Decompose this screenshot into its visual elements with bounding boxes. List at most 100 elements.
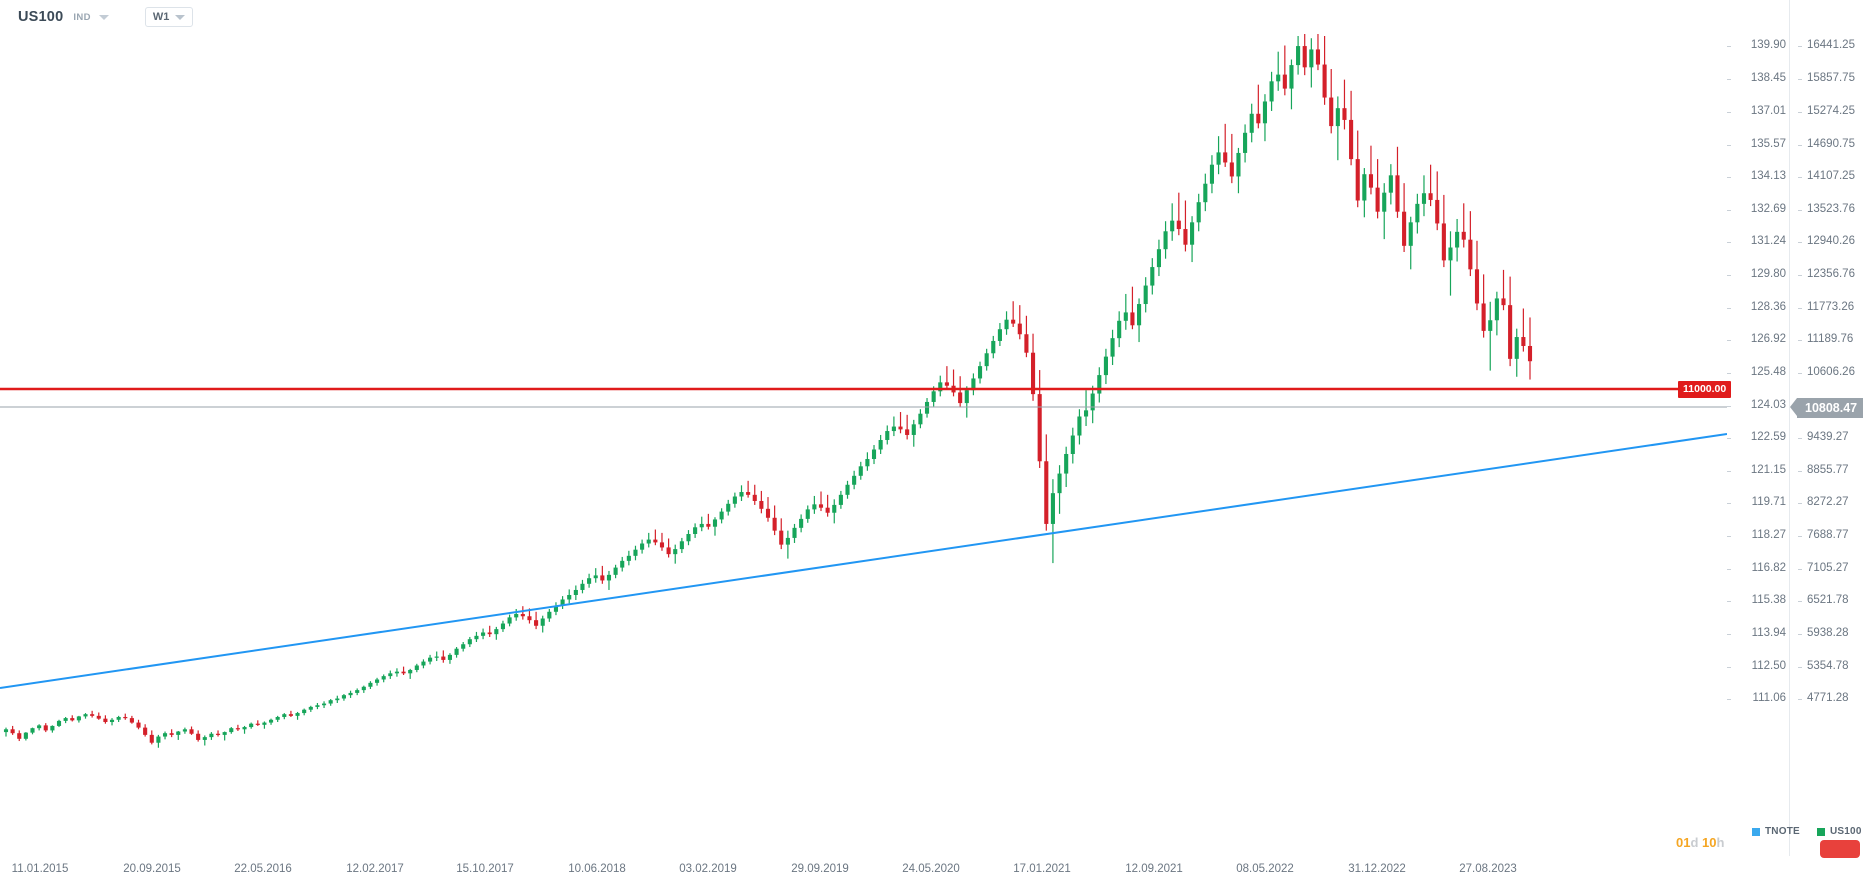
axis-tick-label: 5938.28 <box>1807 627 1849 639</box>
axis-tick-mark <box>1727 406 1731 407</box>
axis-tick-mark <box>1727 210 1731 211</box>
alert-level-tag[interactable]: 11000.00 <box>1678 381 1732 398</box>
candle-series <box>3 34 1533 748</box>
horizontal-line-layer[interactable] <box>0 387 1727 408</box>
axis-tick-mark <box>1727 601 1731 602</box>
axis-tick-mark <box>1798 340 1802 341</box>
axis-tick-label: 121.15 <box>1750 464 1786 476</box>
legend-divider <box>1789 820 1790 856</box>
timeframe-label: W1 <box>152 11 170 23</box>
sell-button[interactable] <box>1820 840 1860 858</box>
legend-item-us100[interactable]: US100 <box>1817 826 1862 837</box>
axis-tick-label: 8272.27 <box>1807 496 1849 508</box>
time-axis-tick-label: 08.05.2022 <box>1236 863 1294 875</box>
square-swatch-icon <box>1752 827 1760 836</box>
time-axis-tick-label: 24.05.2020 <box>902 863 960 875</box>
axis-tick-mark <box>1727 145 1731 146</box>
axis-tick-mark <box>1727 699 1731 700</box>
axis-tick-mark <box>1727 308 1731 309</box>
time-axis-tick-label: 12.09.2021 <box>1125 863 1183 875</box>
axis-tick-mark <box>1727 112 1731 113</box>
axis-tick-mark <box>1727 667 1731 668</box>
axis-tick-label: 7105.27 <box>1807 562 1849 574</box>
price-axis-us100[interactable]: 16441.25 15857.75 15274.25 14690.75 14107.25… <box>1797 0 1866 855</box>
axis-tick-mark <box>1798 569 1802 570</box>
time-axis-tick-label: 11.01.2015 <box>11 863 69 875</box>
countdown-days-unit: d <box>1690 835 1699 850</box>
chevron-down-icon[interactable] <box>98 14 109 20</box>
axis-tick-label: 128.36 <box>1750 301 1786 313</box>
axis-tick-mark <box>1798 373 1802 374</box>
axis-tick-label: 129.80 <box>1750 268 1786 280</box>
axis-tick-mark <box>1727 177 1731 178</box>
axis-tick-label: 132.69 <box>1750 203 1786 215</box>
axis-tick-label: 11189.76 <box>1807 333 1854 345</box>
axis-divider <box>1789 0 1790 855</box>
axis-tick-label: 111.06 <box>1752 692 1786 704</box>
axis-tick-label: 14107.25 <box>1807 170 1855 182</box>
axis-tick-label: 112.50 <box>1751 660 1786 672</box>
axis-tick-mark <box>1798 536 1802 537</box>
axis-tick-mark <box>1798 79 1802 80</box>
axis-tick-label: 135.57 <box>1750 138 1786 150</box>
axis-tick-label: 8855.77 <box>1807 464 1849 476</box>
price-axis-tnote[interactable]: 139.90 138.45 137.01 135.57 134.13 132.69 131.… <box>1727 0 1789 855</box>
chart-plot-area[interactable] <box>0 34 1727 855</box>
axis-tick-label: 137.01 <box>1750 105 1786 117</box>
axis-tick-label: 118.27 <box>1751 529 1786 541</box>
axis-tick-mark <box>1798 503 1802 504</box>
axis-tick-label: 115.38 <box>1751 594 1786 606</box>
axis-tick-label: 122.59 <box>1750 431 1786 443</box>
axis-tick-mark <box>1798 601 1802 602</box>
trendline-layer[interactable] <box>0 433 1727 689</box>
countdown-days-value: 01 <box>1676 835 1691 850</box>
axis-tick-mark <box>1727 536 1731 537</box>
axis-tick-mark <box>1727 634 1731 635</box>
axis-tick-mark <box>1798 242 1802 243</box>
axis-tick-mark <box>1727 471 1731 472</box>
axis-tick-label: 139.90 <box>1750 39 1786 51</box>
axis-tick-label: 134.13 <box>1750 170 1786 182</box>
time-axis-tick-label: 31.12.2022 <box>1348 863 1406 875</box>
axis-tick-mark <box>1727 275 1731 276</box>
axis-tick-mark <box>1727 242 1731 243</box>
axis-tick-mark <box>1798 46 1802 47</box>
axis-tick-mark <box>1727 503 1731 504</box>
chevron-down-icon <box>175 14 186 20</box>
axis-tick-label: 125.48 <box>1750 366 1786 378</box>
axis-tick-mark <box>1798 275 1802 276</box>
symbol-name[interactable]: US100 <box>18 9 64 25</box>
axis-tick-label: 12356.76 <box>1807 268 1855 280</box>
axis-tick-label: 113.94 <box>1751 627 1786 639</box>
support-trendline <box>0 433 1727 689</box>
axis-tick-mark <box>1727 373 1731 374</box>
axis-tick-label: 14690.75 <box>1807 138 1855 150</box>
axis-tick-label: 126.92 <box>1750 333 1786 345</box>
axis-tick-mark <box>1727 438 1731 439</box>
time-axis-tick-label: 10.06.2018 <box>568 863 626 875</box>
time-axis[interactable]: 11.01.2015 20.09.2015 22.05.2016 12.02.2017… <box>0 858 1866 889</box>
axis-tick-label: 124.03 <box>1750 399 1786 411</box>
time-axis-tick-label: 03.02.2019 <box>679 863 737 875</box>
axis-tick-mark <box>1798 634 1802 635</box>
current-price-tag[interactable]: 10808.47 <box>1789 398 1864 419</box>
time-axis-tick-label: 27.08.2023 <box>1459 863 1517 875</box>
axis-tick-mark <box>1798 177 1802 178</box>
axis-tick-mark <box>1798 471 1802 472</box>
axis-tick-mark <box>1798 210 1802 211</box>
legend-item-tnote[interactable]: TNOTE <box>1752 826 1800 837</box>
axis-tick-mark <box>1798 438 1802 439</box>
axis-tick-label: 9439.27 <box>1807 431 1849 443</box>
time-axis-tick-label: 20.09.2015 <box>123 863 181 875</box>
axis-tick-label: 15274.25 <box>1807 105 1855 117</box>
axis-tick-label: 5354.78 <box>1807 660 1849 672</box>
time-axis-tick-label: 17.01.2021 <box>1013 863 1071 875</box>
axis-tick-mark <box>1798 699 1802 700</box>
axis-tick-label: 4771.28 <box>1807 692 1849 704</box>
axis-tick-mark <box>1727 569 1731 570</box>
axis-tick-mark <box>1727 340 1731 341</box>
axis-tick-mark <box>1798 112 1802 113</box>
axis-tick-label: 15857.75 <box>1807 72 1855 84</box>
axis-tick-label: 13523.76 <box>1807 203 1855 215</box>
timeframe-selector[interactable]: W1 <box>144 7 194 27</box>
